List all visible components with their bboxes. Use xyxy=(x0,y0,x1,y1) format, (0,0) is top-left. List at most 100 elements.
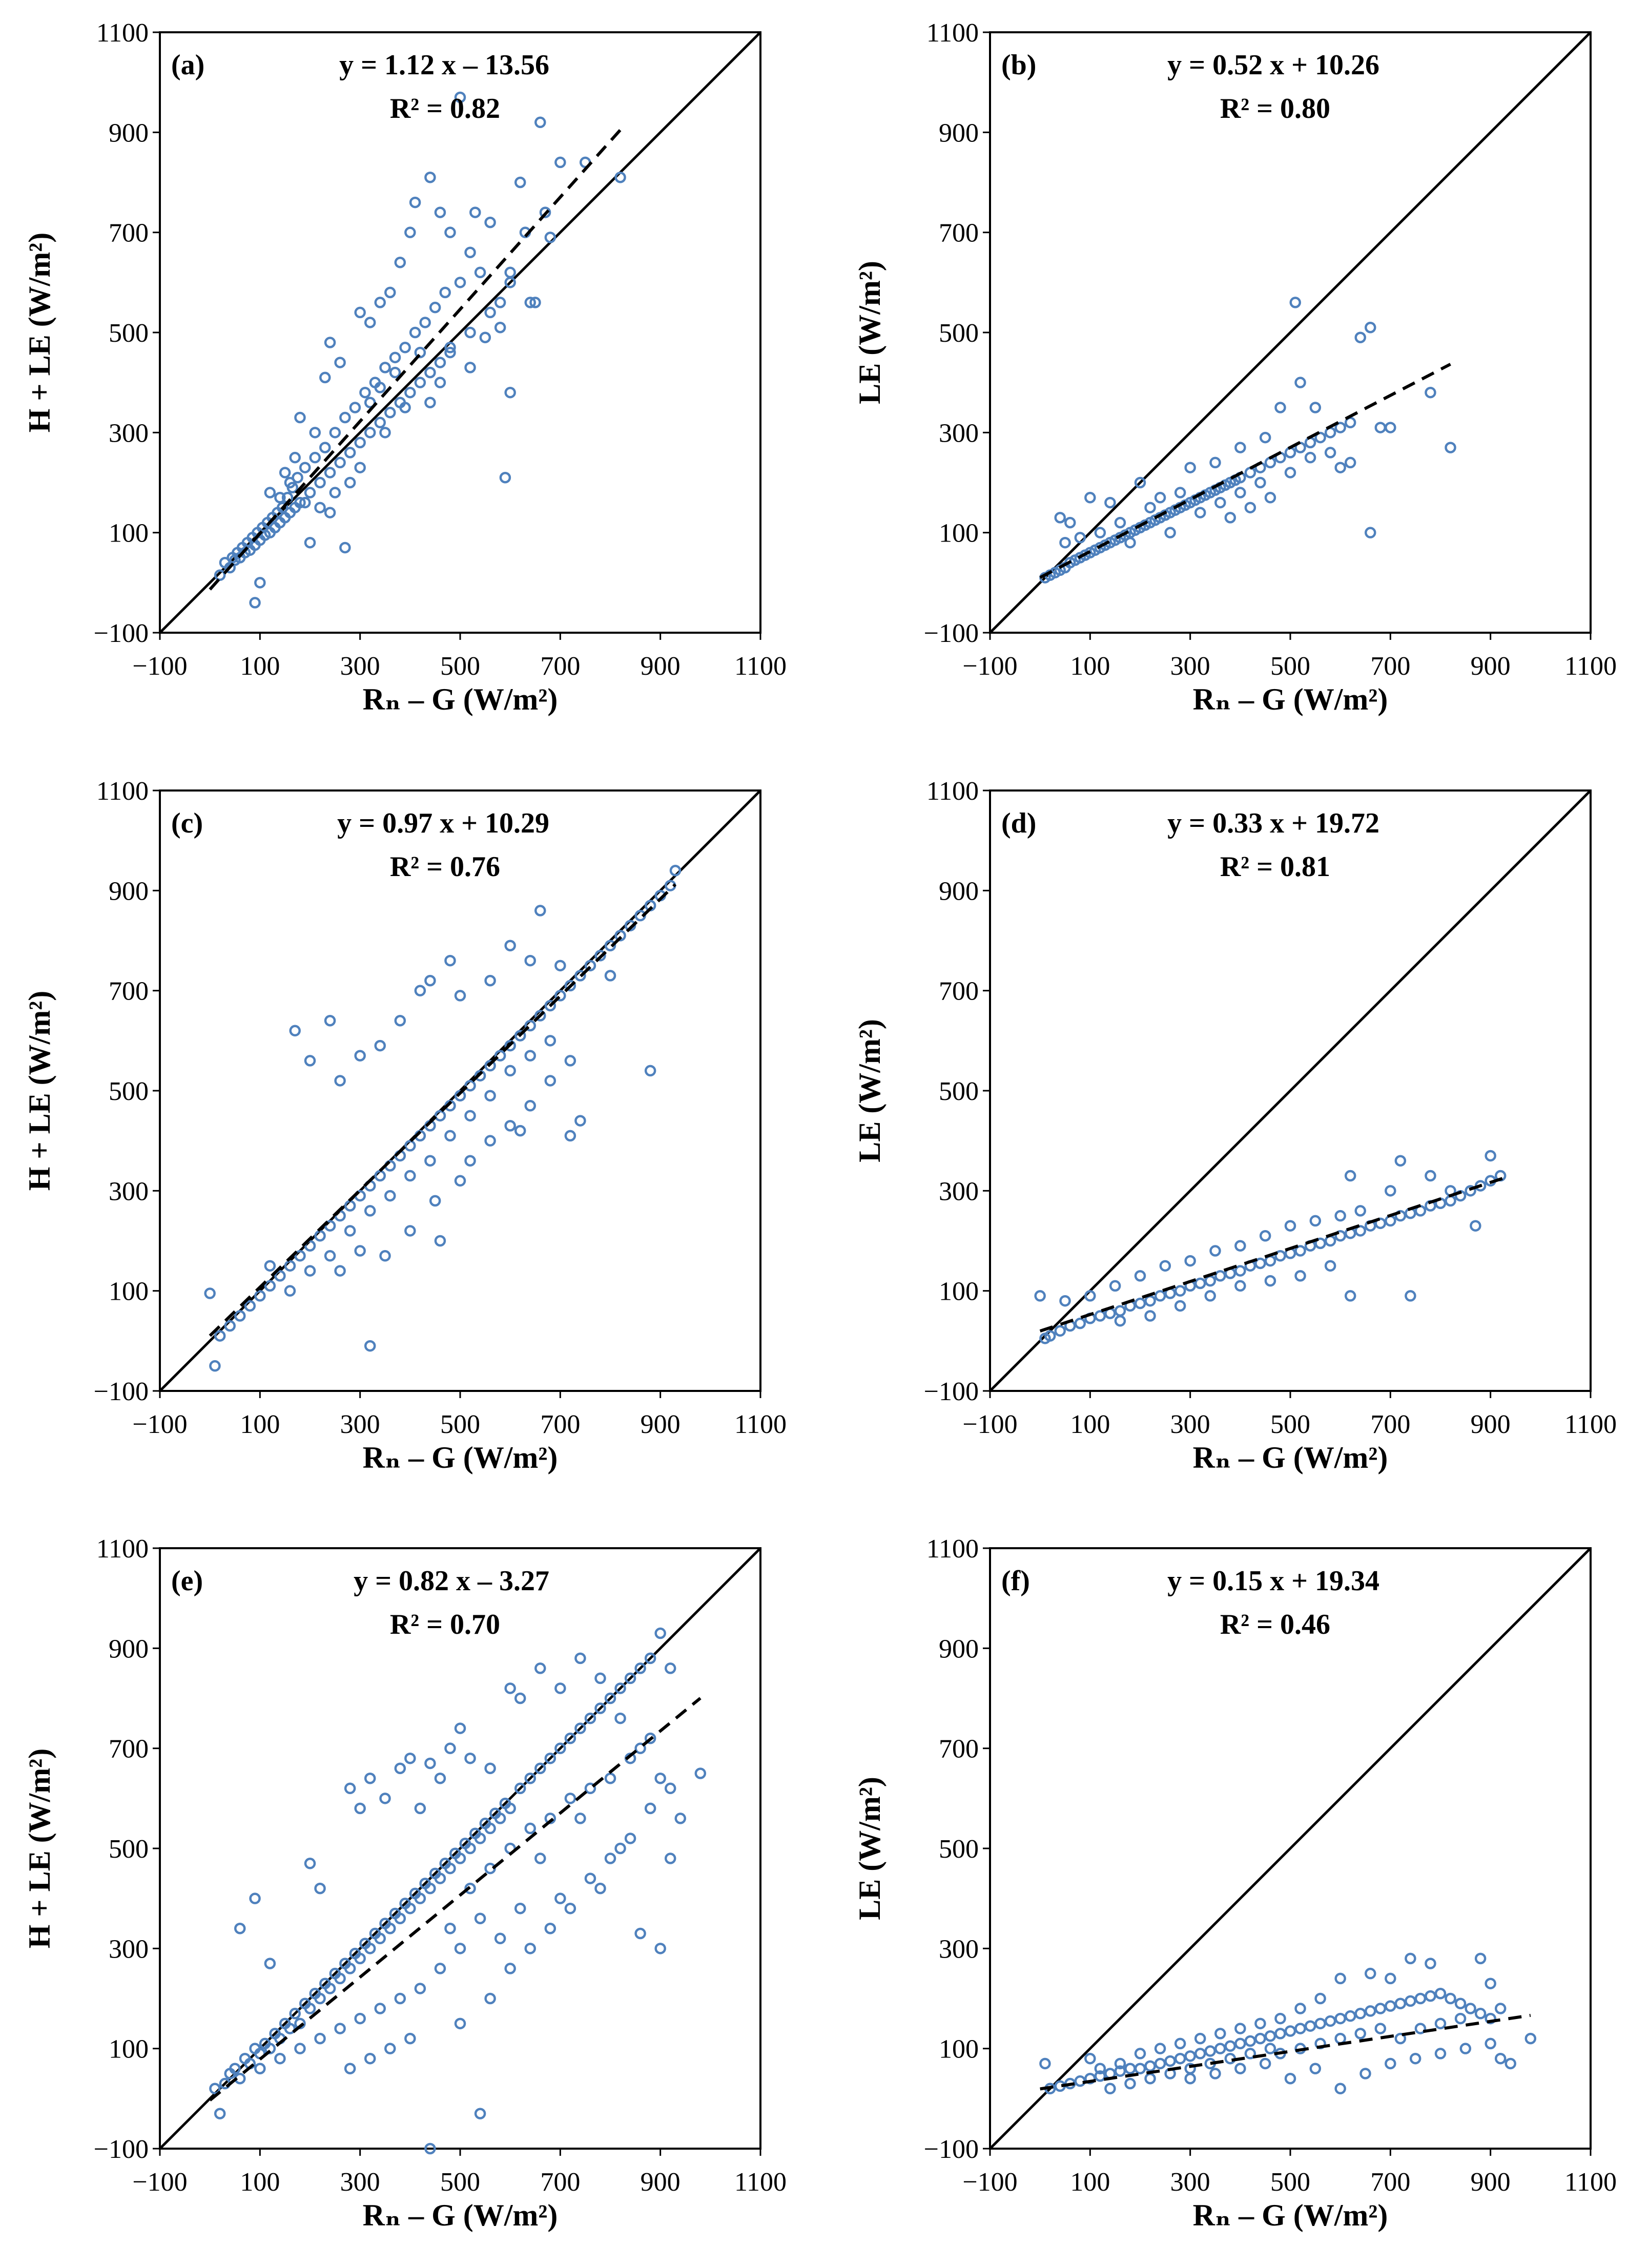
data-point xyxy=(464,326,476,339)
data-point xyxy=(324,1983,336,1994)
data-point xyxy=(1294,1270,1306,1282)
data-point xyxy=(1224,2040,1236,2052)
data-point xyxy=(1254,2032,1266,2045)
data-point xyxy=(464,1842,476,1855)
data-point xyxy=(444,342,456,353)
data-point xyxy=(394,1762,406,1774)
x-tick-label: 100 xyxy=(240,652,280,681)
data-point xyxy=(404,226,416,238)
data-point xyxy=(1284,2025,1296,2037)
data-point xyxy=(574,970,586,982)
data-point xyxy=(1244,2048,1256,2059)
data-point xyxy=(1354,331,1366,344)
data-point xyxy=(464,1110,476,1122)
r-squared-label: R² = 0.76 xyxy=(390,851,500,883)
data-point xyxy=(484,216,496,228)
data-point xyxy=(1264,2030,1276,2042)
data-point xyxy=(1244,2035,1256,2047)
x-tick-label: 900 xyxy=(1471,652,1511,681)
y-tick-label: 700 xyxy=(939,219,979,248)
data-point xyxy=(1394,1155,1407,1167)
data-point xyxy=(564,980,576,992)
data-point xyxy=(464,1155,476,1167)
data-point xyxy=(1074,1317,1086,1329)
data-point xyxy=(404,2032,416,2045)
data-point xyxy=(374,1932,386,1945)
data-point xyxy=(594,1882,606,1895)
y-tick-label: −100 xyxy=(94,2135,149,2164)
data-point xyxy=(214,1330,226,1342)
data-point xyxy=(484,306,496,319)
data-point xyxy=(454,1175,466,1187)
data-point xyxy=(359,386,371,399)
data-point xyxy=(604,1692,616,1704)
x-tick-label: 700 xyxy=(540,2168,580,2197)
data-point xyxy=(1374,1217,1387,1230)
data-point xyxy=(1194,2032,1206,2045)
data-point xyxy=(1385,1972,1396,1985)
data-point xyxy=(494,1050,506,1062)
data-point xyxy=(224,561,236,574)
y-tick-label: 100 xyxy=(109,1277,149,1306)
data-point xyxy=(444,954,456,967)
data-point xyxy=(254,1290,266,1302)
x-axis-title: Rₙ – G (W/m²) xyxy=(363,682,558,716)
data-point xyxy=(1405,1952,1416,1965)
data-point xyxy=(554,960,566,972)
data-point xyxy=(1204,1275,1216,1287)
data-point xyxy=(379,1250,391,1262)
data-point xyxy=(584,1712,596,1724)
data-point xyxy=(354,1952,366,1965)
data-point xyxy=(419,317,431,328)
data-point xyxy=(484,1059,496,1072)
data-point xyxy=(574,1652,586,1664)
data-point xyxy=(364,427,376,439)
data-point xyxy=(384,407,396,419)
data-point xyxy=(1209,2068,1221,2079)
data-point xyxy=(1304,451,1316,464)
data-point xyxy=(214,569,226,581)
data-point xyxy=(329,487,341,498)
data-point xyxy=(404,1902,416,1915)
data-point xyxy=(654,1943,666,1954)
data-point xyxy=(1425,1170,1436,1182)
data-point xyxy=(1134,2048,1146,2059)
data-point xyxy=(529,297,541,308)
data-point xyxy=(292,471,303,484)
data-point xyxy=(654,1773,666,1784)
data-point xyxy=(379,362,391,373)
data-point xyxy=(424,397,436,408)
data-point xyxy=(1064,516,1076,529)
data-point xyxy=(644,1652,656,1664)
data-point xyxy=(1344,456,1356,469)
data-point xyxy=(1294,1245,1306,1257)
data-point xyxy=(1259,2057,1271,2070)
data-point xyxy=(1134,2063,1146,2074)
data-point xyxy=(474,1912,486,1924)
data-point xyxy=(514,1782,526,1795)
y-tick-label: 900 xyxy=(109,877,149,906)
data-point xyxy=(574,1722,586,1734)
data-point xyxy=(1059,536,1071,549)
data-point xyxy=(1114,2065,1126,2077)
data-point xyxy=(1334,1972,1346,1985)
data-point xyxy=(1374,422,1387,433)
data-point xyxy=(1284,2073,1296,2085)
data-point xyxy=(1365,1967,1376,1980)
data-point xyxy=(379,1793,391,1804)
x-tick-label: 1100 xyxy=(734,652,787,681)
r-squared-label: R² = 0.81 xyxy=(1220,851,1330,883)
data-point xyxy=(534,1662,546,1674)
r-squared-label: R² = 0.70 xyxy=(390,1609,500,1640)
data-point xyxy=(229,2063,241,2074)
data-point xyxy=(1214,496,1226,509)
data-point xyxy=(1524,2032,1537,2045)
data-point xyxy=(1214,2043,1226,2054)
data-point xyxy=(664,1662,676,1674)
y-tick-label: 100 xyxy=(939,519,979,548)
x-tick-label: 900 xyxy=(641,2168,681,2197)
data-point xyxy=(1294,377,1306,388)
data-point xyxy=(1134,1270,1146,1282)
x-tick-label: 100 xyxy=(1070,2168,1110,2197)
data-point xyxy=(1485,2037,1496,2050)
